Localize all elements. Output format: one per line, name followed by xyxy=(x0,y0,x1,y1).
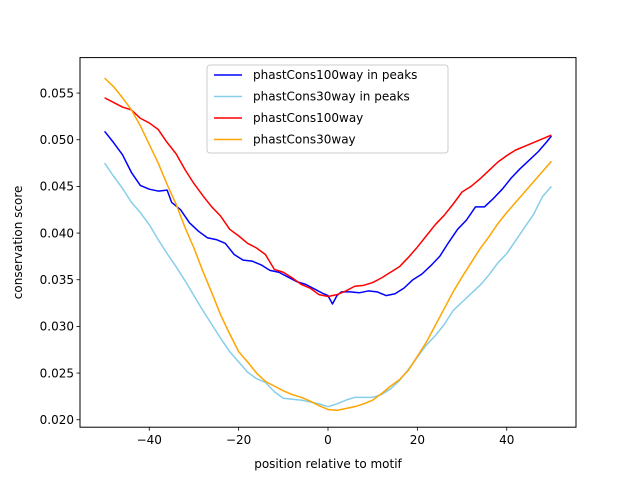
y-tick-label: 0.050 xyxy=(40,133,74,147)
y-axis-label: conservation score xyxy=(11,186,25,300)
y-tick-label: 0.040 xyxy=(40,226,74,240)
y-tick-label: 0.035 xyxy=(40,273,74,287)
series-line-0 xyxy=(103,130,553,305)
x-tick-label: 20 xyxy=(410,433,425,447)
x-tick-label: 0 xyxy=(324,433,332,447)
y-tick-label: 0.055 xyxy=(40,86,74,100)
series-line-3 xyxy=(104,77,552,412)
x-axis: −40 −20 0 20 40 xyxy=(137,427,514,447)
x-axis-label: position relative to motif xyxy=(254,457,402,471)
legend-label-0: phastCons100way in peaks xyxy=(253,68,417,82)
legend: phastCons100way in peaks phastCons30way i… xyxy=(206,64,449,154)
legend-box xyxy=(206,64,449,154)
x-tick-label: 40 xyxy=(499,433,514,447)
x-tick-label: −40 xyxy=(137,433,162,447)
y-tick-label: 0.030 xyxy=(40,320,74,334)
series-line-2 xyxy=(104,97,552,298)
y-tick-label: 0.045 xyxy=(40,180,74,194)
y-tick-label: 0.025 xyxy=(40,366,74,380)
legend-label-3: phastCons30way xyxy=(253,133,356,147)
series-lines xyxy=(103,77,553,412)
legend-label-1: phastCons30way in peaks xyxy=(253,90,410,104)
legend-label-2: phastCons100way xyxy=(253,111,363,125)
series-line-1 xyxy=(103,162,552,408)
x-tick-label: −20 xyxy=(226,433,251,447)
y-tick-label: 0.020 xyxy=(40,413,74,427)
y-axis: 0.020 0.025 0.030 0.035 0.040 0.045 0.050 0.055 xyxy=(40,86,80,427)
